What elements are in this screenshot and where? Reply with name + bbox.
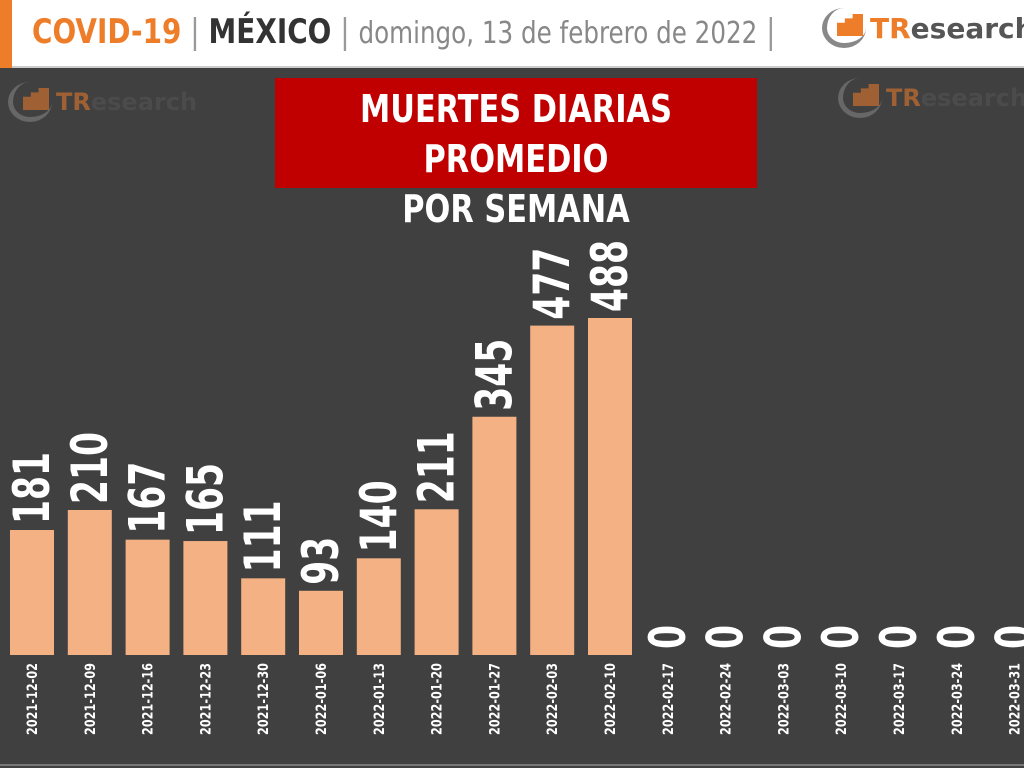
data-label: 140 (350, 480, 408, 552)
x-tick-label: 2021-12-16 (141, 663, 157, 735)
data-label: 167 (119, 462, 177, 534)
data-label: 488 (581, 240, 639, 312)
header-bar: COVID-19 | MÉXICO | domingo, 13 de febre… (0, 0, 1024, 68)
bar (67, 509, 112, 655)
bar (125, 539, 170, 655)
data-label: 0 (697, 625, 755, 649)
x-tick-label: 2022-03-17 (892, 663, 908, 735)
bar (10, 530, 54, 655)
bar (414, 509, 459, 655)
data-label: 211 (408, 431, 466, 503)
x-tick-label: 2022-03-03 (776, 663, 792, 735)
country-label: MÉXICO (208, 12, 332, 52)
x-tick-label: 2022-01-20 (430, 663, 446, 735)
data-label: 0 (870, 625, 928, 649)
x-tick-label: 2022-01-27 (487, 663, 503, 735)
data-label: 477 (523, 248, 581, 320)
data-label: 165 (176, 463, 234, 535)
bar (588, 318, 632, 655)
bar (530, 325, 575, 655)
tresearch-logo: TResearch (822, 8, 1024, 48)
data-label: 93 (292, 537, 350, 585)
watermark-logo-left: TResearch (8, 82, 197, 122)
separator: | (766, 12, 776, 52)
bar (183, 541, 228, 655)
x-tick-label: 2022-02-17 (661, 663, 677, 735)
x-tick-label: 2022-02-03 (545, 663, 561, 735)
x-tick-label: 2022-01-06 (314, 663, 330, 735)
x-tick-label: 2021-12-02 (25, 663, 41, 735)
x-tick-label: 2022-02-24 (719, 663, 735, 735)
data-label: 0 (986, 625, 1024, 649)
separator: | (190, 12, 200, 52)
logo-icon (822, 8, 866, 48)
x-tick-label: 2022-03-24 (950, 663, 966, 735)
x-tick-label: 2022-03-31 (1008, 663, 1024, 735)
data-label: 111 (234, 500, 292, 572)
data-label: 345 (465, 339, 523, 411)
data-label: 0 (639, 625, 697, 649)
data-label: 210 (61, 432, 119, 504)
accent-strip (0, 0, 12, 68)
covid-label: COVID-19 (32, 12, 182, 52)
data-label: 181 (3, 452, 61, 524)
logo-icon (8, 82, 52, 122)
x-tick-label: 2021-12-30 (256, 663, 272, 735)
bar (299, 590, 343, 655)
x-tick-label: 2022-02-10 (603, 663, 619, 735)
bar (241, 578, 286, 655)
data-label: 0 (754, 625, 812, 649)
x-tick-label: 2022-03-10 (834, 663, 850, 735)
logo-icon (838, 78, 882, 118)
separator: | (340, 12, 350, 52)
data-label: 0 (812, 625, 870, 649)
bar (356, 558, 401, 655)
watermark-logo-right: TResearch (838, 78, 1024, 118)
date-label: domingo, 13 de febrero de 2022 (358, 16, 758, 51)
chart-title: MUERTES DIARIAS PROMEDIO POR SEMANA (275, 78, 757, 231)
x-tick-label: 2021-12-09 (83, 663, 99, 735)
x-tick-label: 2021-12-23 (198, 663, 214, 735)
bar (472, 416, 517, 655)
header-title: COVID-19 | MÉXICO | domingo, 13 de febre… (32, 12, 776, 52)
data-label: 0 (928, 625, 986, 649)
x-tick-label: 2022-01-13 (372, 663, 388, 735)
